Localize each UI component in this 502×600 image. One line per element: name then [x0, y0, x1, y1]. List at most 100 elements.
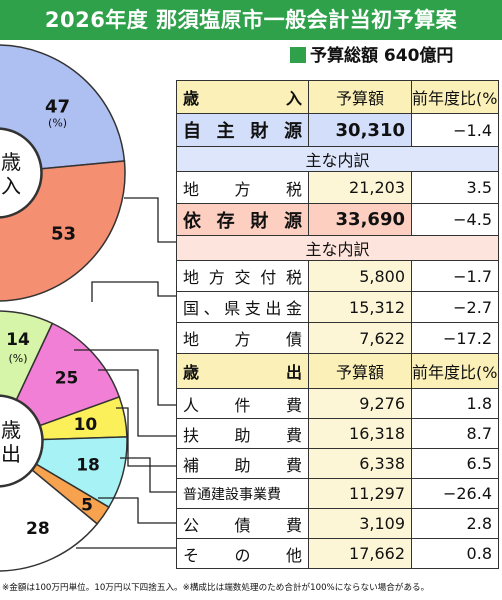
dep-source-text: 依存財源 [183, 207, 302, 233]
dep-breakdown-note: 主な内訳 [176, 235, 499, 261]
label-char: 債 [234, 515, 251, 535]
revenue-table: 歳入 予算額 前年度比(%) 自主財源 30,310 −1.4 主な内訳 地方税… [176, 80, 499, 354]
expense-table: 歳出 予算額 前年度比(%) 人件費 9,276 1.8 扶助費 16,318 … [176, 353, 499, 569]
label-char: 財 [250, 121, 269, 142]
label-char: 歳 [183, 363, 200, 382]
leader-line [124, 197, 176, 243]
leader-line [116, 407, 176, 467]
label-char: 費 [285, 425, 302, 445]
label-char: 件 [234, 395, 251, 415]
revenue-col-amount: 予算額 [308, 80, 412, 114]
label-char: 公 [183, 515, 200, 535]
leader-line [91, 281, 176, 302]
table-row: そ の 他 17,662 0.8 [176, 538, 499, 569]
label-char: 税 [285, 268, 302, 287]
other-change: 0.8 [411, 538, 499, 569]
revenue-header-label: 歳入 [176, 80, 309, 114]
local-bond-label: 地方債 [176, 322, 309, 354]
label-char: 源 [283, 121, 302, 142]
label-char: 地 [183, 179, 200, 199]
grants-label: 補助費 [176, 448, 309, 479]
pie-title-char: 出 [1, 442, 21, 466]
label-char: 助 [234, 455, 251, 475]
local-bond-change: −17.2 [411, 322, 499, 354]
grants-change: 6.5 [411, 448, 499, 479]
pie-center [0, 395, 43, 487]
pie-title-char: 入 [1, 174, 21, 198]
pie-slice [0, 160, 126, 302]
revenue-header-text: 歳入 [183, 85, 302, 109]
expense-header-row: 歳出 予算額 前年度比(%) [176, 353, 499, 389]
page-title: 2026年度 那須塩原市一般会計当初予算案 [0, 0, 502, 40]
label-char: 県 [224, 299, 241, 318]
pie-center [0, 128, 42, 218]
other-text: その他 [183, 542, 302, 566]
label-char: の [234, 545, 251, 565]
allocation-tax-text: 地方交付税 [183, 264, 302, 288]
personnel-value: 9,276 [308, 388, 412, 419]
local-tax-text: 地方税 [183, 176, 302, 200]
label-char: 方 [234, 179, 251, 199]
dep-source-change: −4.5 [411, 203, 499, 236]
welfare-text: 扶助費 [183, 422, 302, 446]
label-char: 存 [216, 210, 235, 232]
welfare-label: 扶助費 [176, 418, 309, 449]
self-breakdown-note-row: 主な内訳 [176, 146, 499, 172]
personnel-text: 人件費 [183, 392, 302, 416]
label-char: 主 [216, 121, 235, 142]
construction-text: 普通建設事業費 [183, 486, 281, 503]
self-source-change: −1.4 [411, 113, 499, 147]
self-source-text: 自主財源 [183, 117, 302, 143]
label-char: 助 [234, 425, 251, 445]
label-char: 国 [183, 299, 200, 318]
label-char: 方 [208, 268, 225, 287]
label-char: 債 [285, 330, 302, 349]
expense-header-label: 歳出 [176, 353, 309, 389]
table-row: 人 件 費 9,276 1.8 [176, 388, 499, 419]
label-char: 他 [285, 545, 302, 565]
label-char: 補 [183, 455, 200, 475]
local-bond-text: 地方債 [183, 326, 302, 350]
debt-service-value: 3,109 [308, 508, 412, 539]
label-char: 費 [285, 515, 302, 535]
self-breakdown-note: 主な内訳 [176, 146, 499, 172]
self-source-value: 30,310 [308, 113, 412, 147]
subsidy-label: 国、県支出金 [176, 291, 309, 323]
slice-value-label: 14 [6, 330, 30, 350]
leader-line [74, 349, 176, 406]
label-char: 費 [285, 395, 302, 415]
label-char: 依 [183, 210, 201, 232]
revenue-col-change: 前年度比(%) [411, 80, 499, 114]
label-char: そ [183, 545, 200, 565]
subsidy-value: 15,312 [308, 291, 412, 323]
label-char: 地 [183, 268, 200, 287]
table-row: 地 方 税 21,203 3.5 [176, 171, 499, 204]
table-row: 普通建設事業費 11,297 −26.4 [176, 478, 499, 509]
table-row: 公 債 費 3,109 2.8 [176, 508, 499, 539]
footnote: ※金額は100万円単位。10万円以下四捨五入。※構成比は端数処理のため合計が10… [2, 583, 430, 593]
self-source-label: 自主財源 [176, 113, 309, 147]
slice-value-label: 10 [74, 415, 98, 435]
slice-value-label: 53 [51, 224, 76, 245]
label-char: 付 [260, 268, 277, 287]
label-char: 方 [234, 330, 251, 349]
total-budget: 予算総額 640億円 [290, 44, 453, 68]
revenue-dep-row: 依存財源 33,690 −4.5 [176, 203, 499, 236]
expense-col-amount: 予算額 [308, 353, 412, 389]
label-char: 地 [183, 330, 200, 349]
label-char: 、 [203, 299, 220, 318]
local-bond-value: 7,622 [308, 322, 412, 354]
other-label: その他 [176, 538, 309, 569]
personnel-label: 人件費 [176, 388, 309, 419]
label-char: 交 [234, 268, 251, 287]
table-row: 地 方 債 7,622 −17.2 [176, 322, 499, 354]
label-char: 源 [283, 210, 302, 232]
label-char: 人 [183, 395, 200, 415]
subsidy-change: −2.7 [411, 291, 499, 323]
subsidy-text: 国、県支出金 [183, 295, 302, 319]
allocation-tax-value: 5,800 [308, 260, 412, 292]
dep-source-label: 依存財源 [176, 203, 309, 236]
label-char: 自 [183, 121, 201, 142]
label-char: 出 [265, 299, 282, 318]
